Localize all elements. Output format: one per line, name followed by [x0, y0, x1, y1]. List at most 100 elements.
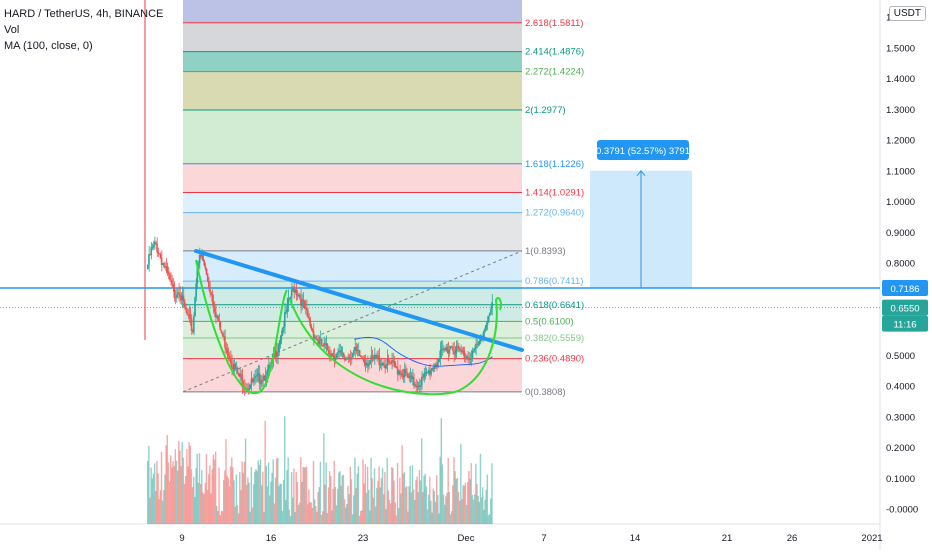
volume-bar — [300, 457, 302, 524]
candle-body — [463, 351, 466, 359]
volume-bar — [448, 492, 451, 524]
candle-body — [248, 388, 250, 390]
candle-body — [199, 255, 202, 257]
candle-body — [414, 384, 416, 386]
volume-bar — [423, 475, 425, 524]
volume-bar — [387, 490, 390, 524]
candle-body — [402, 375, 405, 378]
candle-body — [442, 348, 445, 350]
candle-body — [396, 368, 399, 375]
candle-body — [234, 363, 237, 369]
volume-bar — [341, 475, 343, 524]
fib-level-label: 1(0.8393) — [525, 246, 566, 257]
candle-body — [292, 288, 294, 290]
volume-bar — [251, 507, 254, 524]
volume-bar — [168, 481, 171, 524]
candle-body — [372, 357, 375, 359]
symbol-legend[interactable]: HARD / TetherUS, 4h, BINANCE — [4, 8, 164, 20]
volume-bar — [236, 504, 239, 524]
candle-body — [164, 266, 166, 268]
volume-bar — [332, 488, 334, 524]
volume-bar — [249, 511, 251, 524]
volume-bar — [194, 497, 196, 524]
candle-body — [300, 298, 302, 306]
candle-body — [208, 281, 210, 288]
y-axis-tick-label: 1.1000 — [886, 166, 915, 177]
volume-bar — [471, 495, 474, 524]
volume-bar — [301, 481, 303, 524]
volume-bar — [264, 420, 266, 524]
volume-bar — [216, 505, 218, 524]
candle-body — [159, 253, 162, 258]
candle-body — [172, 284, 174, 287]
candle-body — [311, 328, 314, 332]
volume-bar — [266, 486, 269, 524]
candle-body — [233, 363, 235, 370]
volume-bar — [218, 467, 220, 524]
candle-body — [252, 378, 255, 383]
ma-legend[interactable]: MA (100, close, 0) — [4, 40, 93, 52]
candle-body — [415, 384, 417, 387]
candle-body — [286, 304, 288, 313]
volume-bar — [361, 510, 363, 524]
volume-bar — [473, 494, 476, 524]
candle-body — [332, 353, 334, 357]
candle-body — [190, 318, 193, 331]
candle-body — [278, 344, 280, 352]
fib-level-label: 2.272(1.4224) — [525, 67, 584, 78]
candle-body — [409, 375, 412, 377]
candle-body — [400, 373, 402, 375]
candle-body — [353, 350, 355, 354]
x-axis-tick-label: 9 — [179, 533, 184, 544]
x-axis-tick-label: 16 — [266, 533, 277, 544]
candle-body — [350, 357, 353, 360]
candle-body — [189, 315, 192, 319]
volume-legend[interactable]: Vol — [4, 24, 20, 36]
candle-body — [165, 266, 168, 268]
volume-bar — [281, 510, 284, 524]
candle-body — [432, 367, 435, 369]
volume-bar — [435, 475, 438, 524]
volume-bar — [258, 464, 261, 524]
currency-unit-badge[interactable]: USDT — [888, 6, 926, 21]
volume-bar — [167, 462, 170, 524]
volume-bar — [386, 457, 388, 524]
volume-bar — [478, 501, 480, 524]
volume-bar — [377, 481, 379, 524]
volume-bar — [441, 464, 444, 524]
candle-body — [305, 307, 308, 311]
candle-body — [345, 358, 347, 361]
volume-bar — [385, 509, 387, 524]
volume-bar — [189, 445, 191, 524]
candle-body — [459, 348, 461, 351]
candle-body — [264, 375, 267, 381]
volume-bar — [188, 442, 190, 524]
candle-body — [448, 349, 451, 354]
candle-body — [339, 350, 341, 352]
candle-body — [412, 376, 415, 386]
volume-bar — [468, 471, 470, 524]
volume-bar — [296, 481, 299, 524]
volume-bar — [401, 445, 403, 524]
candle-body — [439, 350, 442, 359]
candle-body — [464, 358, 467, 360]
fib-zone-3 — [183, 304, 522, 322]
y-axis-tick-label: 0.4000 — [886, 382, 915, 393]
candle-body — [235, 367, 238, 369]
volume-bar — [263, 511, 265, 524]
candle-body — [374, 354, 377, 359]
volume-bar — [240, 490, 242, 524]
volume-bar — [404, 487, 407, 524]
y-axis-tick-label: 0.2000 — [886, 443, 915, 454]
candle-body — [471, 350, 474, 360]
volume-bar — [252, 484, 255, 524]
candle-body — [262, 379, 264, 381]
candle-body — [346, 358, 348, 360]
volume-bar — [403, 471, 406, 524]
candle-body — [221, 333, 224, 337]
volume-bar — [364, 464, 366, 524]
volume-bar — [237, 513, 240, 524]
candle-body — [280, 335, 283, 341]
